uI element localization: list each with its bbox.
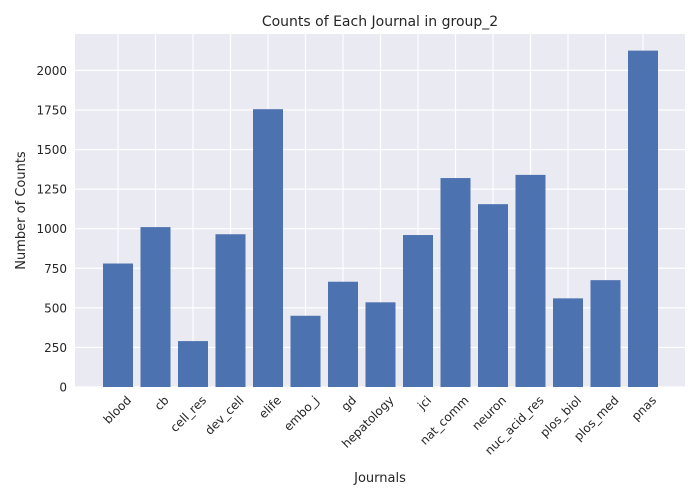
bar-elife	[253, 109, 283, 387]
bar-cell_res	[178, 341, 208, 387]
y-tick-label: 1000	[36, 222, 67, 236]
y-tick-label: 1500	[36, 143, 67, 157]
bar-plos_med	[590, 280, 621, 387]
x-tick-label: cb	[152, 393, 172, 413]
bars	[103, 50, 658, 388]
x-tick-label: gd	[338, 393, 359, 414]
y-axis-ticks: 0 250 500 750 1000 1250 1500 1750 2000	[36, 64, 67, 395]
bar-gd	[328, 281, 358, 387]
x-tick-label: pnas	[629, 393, 659, 423]
y-tick-label: 1750	[36, 103, 67, 117]
bar-blood	[103, 263, 133, 387]
y-tick-label: 2000	[36, 64, 67, 78]
bar-neuron	[478, 204, 508, 387]
x-tick-label: dev_cell	[202, 393, 246, 437]
bar-cb	[140, 227, 171, 387]
bar-hepatology	[365, 302, 396, 387]
bar-nuc_acid_res	[515, 174, 546, 387]
y-tick-label: 1250	[36, 183, 67, 197]
y-tick-label: 750	[44, 262, 67, 276]
bar-nat_comm	[440, 178, 471, 387]
y-tick-label: 0	[59, 381, 67, 395]
bar-embo_j	[290, 315, 321, 387]
x-tick-label: jci	[414, 393, 434, 413]
bar-dev_cell	[215, 234, 246, 387]
bar-pnas	[628, 50, 658, 388]
y-axis-label: Number of Counts	[14, 151, 29, 270]
chart-title: Counts of Each Journal in group_2	[262, 14, 498, 30]
bar-plos_biol	[553, 298, 583, 387]
x-tick-label: blood	[101, 393, 134, 426]
y-tick-label: 250	[44, 341, 67, 355]
x-tick-label: embo_j	[281, 393, 322, 434]
y-tick-label: 500	[44, 301, 67, 315]
bar-jci	[403, 235, 433, 387]
x-axis-label: Journals	[353, 471, 406, 486]
x-tick-label: elife	[256, 393, 284, 421]
